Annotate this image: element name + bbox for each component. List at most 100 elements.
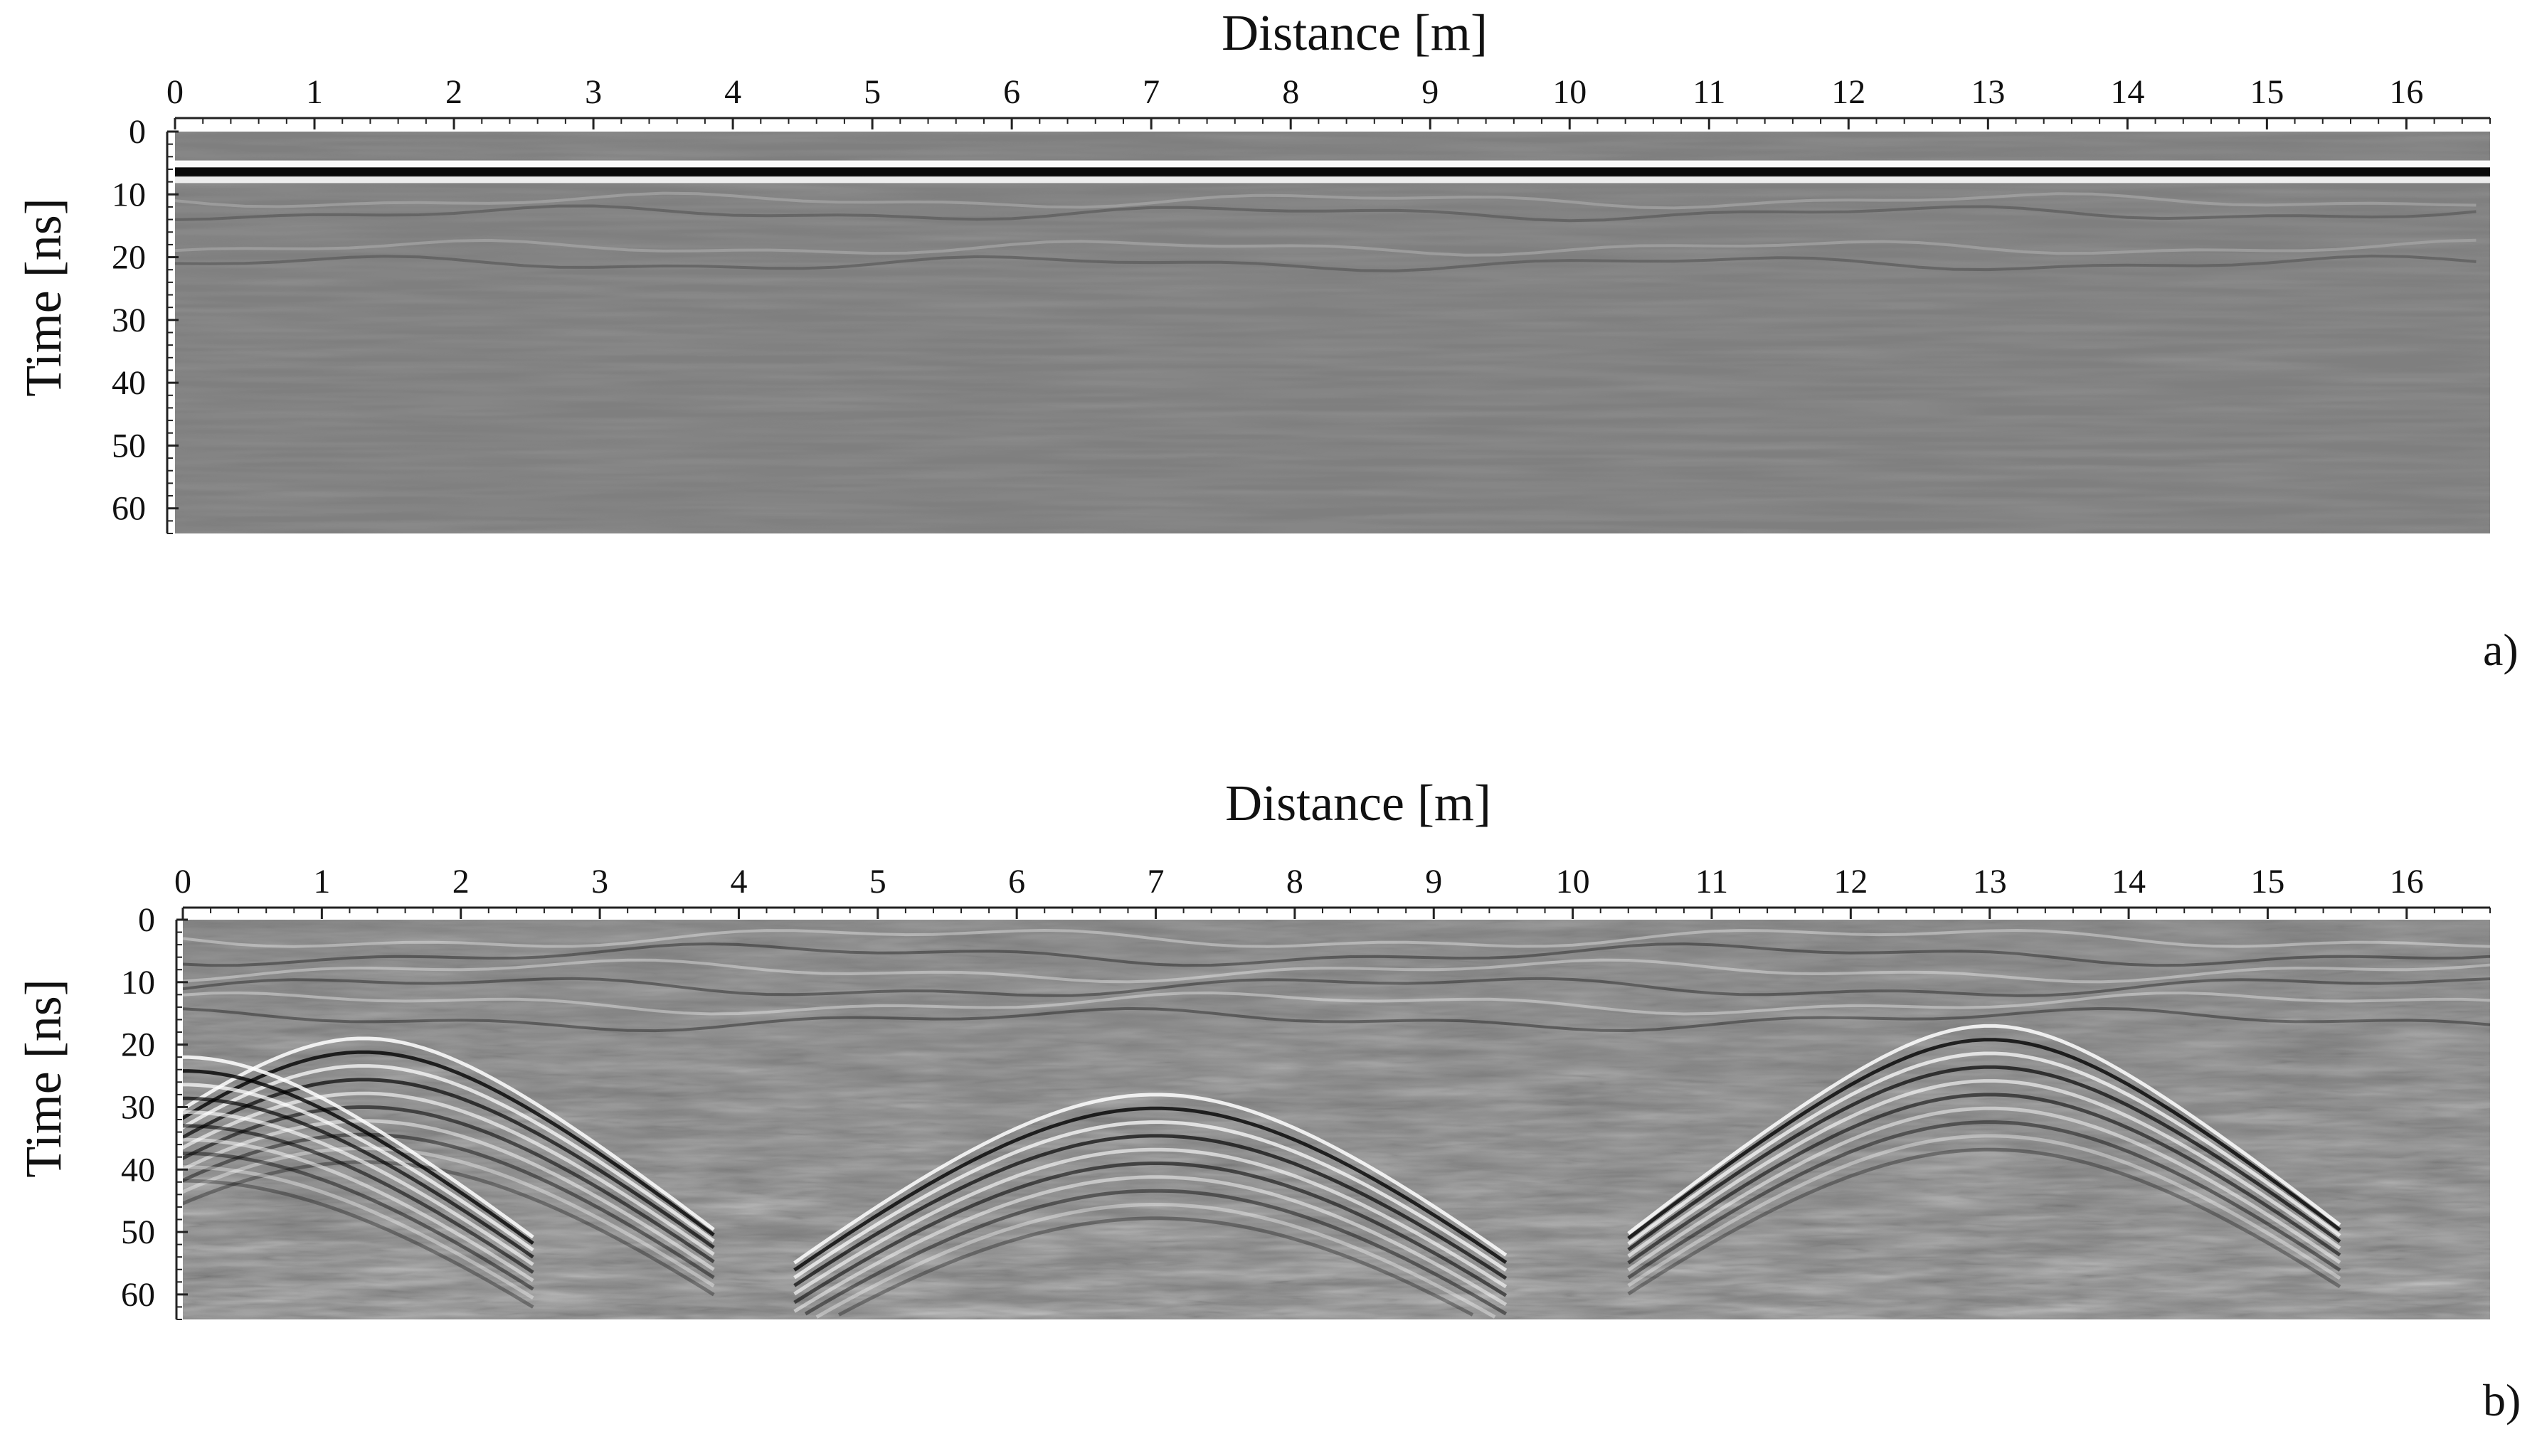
diffraction-hyperbola [1627, 1079, 2341, 1258]
x-axis-a: 0 1 2 3 4 5 6 7 8 9 10 11 12 13 14 15 16 [166, 73, 2491, 129]
diffraction-hyperbola [815, 1203, 1496, 1319]
x-axis-b: 0 1 2 3 4 5 6 7 8 9 10 11 12 13 14 15 16 [174, 863, 2491, 919]
diffraction-hyperbola [183, 1105, 715, 1263]
radargram-features-a [175, 160, 2490, 272]
x-tick-label: 5 [869, 863, 886, 900]
x-tick-label: 4 [724, 73, 741, 111]
x-tick-label: 14 [2112, 863, 2146, 900]
shallow-reflector [183, 942, 2490, 967]
diffraction-hyperbola [183, 1152, 534, 1291]
radargram-texture-a [175, 132, 2490, 533]
x-tick-label: 16 [2390, 863, 2424, 900]
x-tick-label: 14 [2110, 73, 2144, 111]
x-tick-label: 6 [1003, 73, 1020, 111]
reflection-band [175, 160, 2490, 169]
y-tick-label: 50 [121, 1213, 155, 1251]
x-tick-label: 15 [2250, 863, 2284, 900]
x-tick-label: 12 [1831, 73, 1865, 111]
shallow-reflector [175, 204, 2477, 223]
diffraction-hyperbola [183, 1083, 534, 1252]
diffraction-hyperbola [183, 1124, 534, 1274]
x-tick-label: 10 [1552, 73, 1587, 111]
x-tick-label: 8 [1282, 73, 1299, 111]
shallow-reflector [175, 254, 2477, 272]
diffraction-hyperbola [183, 1069, 534, 1245]
radargram-features-b [183, 928, 2490, 1319]
diffraction-hyperbola [183, 1036, 715, 1231]
y-tick-label: 0 [129, 113, 146, 151]
x-axis-title-a: Distance [m] [1222, 4, 1488, 61]
diffraction-hyperbola [183, 1096, 534, 1259]
x-tick-label: 7 [1148, 863, 1165, 900]
diffraction-hyperbola [793, 1147, 1508, 1296]
x-tick-label: 0 [174, 863, 191, 900]
y-tick-label: 30 [121, 1088, 155, 1126]
diffraction-hyperbola [183, 1064, 715, 1243]
x-tick-label: 11 [1695, 863, 1728, 900]
y-axis-a: 0 10 20 30 40 50 60 [112, 113, 179, 534]
diffraction-hyperbola [183, 1110, 534, 1266]
x-tick-label: 6 [1008, 863, 1025, 900]
x-tick-label: 0 [166, 73, 184, 111]
chart-panel-a: Distance [m] Time [ns] 0 1 2 3 4 5 6 7 8 9 10 11 12 1… [15, 4, 2519, 675]
x-tick-label: 16 [2389, 73, 2423, 111]
x-tick-label: 13 [1971, 73, 2005, 111]
diffraction-hyperbola [183, 1137, 534, 1282]
diffraction-hyperbola [183, 1132, 715, 1280]
y-tick-label: 60 [112, 490, 146, 528]
y-tick-label: 10 [112, 176, 146, 213]
shallow-reflector [183, 991, 2490, 1016]
diffraction-hyperbola [1627, 1120, 2341, 1280]
x-tick-label: 10 [1556, 863, 1590, 900]
x-tick-label: 1 [313, 863, 330, 900]
x-tick-label: 2 [445, 73, 462, 111]
diffraction-hyperbola [1627, 1038, 2341, 1240]
y-tick-label: 60 [121, 1276, 155, 1314]
diffraction-hyperbola [183, 1165, 534, 1300]
y-tick-label: 50 [112, 427, 146, 464]
diffraction-hyperbola [1627, 1147, 2341, 1296]
x-tick-label: 4 [730, 863, 747, 900]
y-tick-label: 10 [121, 964, 155, 1001]
chart-panel-b: Distance [m] Time [ns] 0 1 2 3 4 5 6 7 8 9 10 11 12 1… [15, 775, 2521, 1425]
y-axis-title-a: Time [ns] [15, 198, 72, 396]
shallow-reflector [183, 958, 2490, 984]
diffraction-hyperbola [793, 1093, 1508, 1265]
diffraction-hyperbola [1627, 1093, 2341, 1265]
x-tick-label: 3 [591, 863, 608, 900]
diffraction-hyperbola [1627, 1134, 2341, 1287]
x-tick-label: 9 [1425, 863, 1442, 900]
x-tick-label: 12 [1833, 863, 1868, 900]
x-tick-label: 8 [1286, 863, 1303, 900]
y-tick-label: 0 [138, 901, 155, 939]
x-tick-label: 15 [2250, 73, 2284, 111]
x-tick-label: 11 [1693, 73, 1725, 111]
x-tick-label: 2 [452, 863, 470, 900]
y-axis-title-b: Time [ns] [15, 979, 72, 1177]
diffraction-hyperbola [183, 1078, 715, 1249]
reflection-band [175, 176, 2490, 184]
diffraction-hyperbola [804, 1189, 1508, 1316]
y-tick-label: 20 [112, 239, 146, 277]
x-axis-title-b: Distance [m] [1225, 775, 1491, 831]
diffraction-hyperbola [793, 1162, 1508, 1304]
shallow-reflector [175, 191, 2477, 210]
x-tick-label: 3 [585, 73, 602, 111]
diffraction-hyperbola [1627, 1065, 2341, 1252]
shallow-reflector [183, 928, 2490, 948]
shallow-reflector [183, 1006, 2490, 1033]
diffraction-hyperbola [793, 1120, 1508, 1280]
diffraction-hyperbola [183, 1055, 534, 1239]
shallow-reflector [183, 977, 2490, 997]
panel-label-a: a) [2483, 625, 2519, 675]
x-tick-label: 13 [1973, 863, 2007, 900]
y-tick-label: 30 [112, 302, 146, 339]
y-tick-label: 40 [112, 364, 146, 402]
diffraction-hyperbola [183, 1119, 715, 1271]
diffraction-hyperbola [793, 1134, 1508, 1287]
shallow-reflector [175, 238, 2477, 257]
x-tick-label: 1 [306, 73, 323, 111]
x-tick-label: 9 [1421, 73, 1439, 111]
diffraction-hyperbola [183, 1091, 715, 1256]
